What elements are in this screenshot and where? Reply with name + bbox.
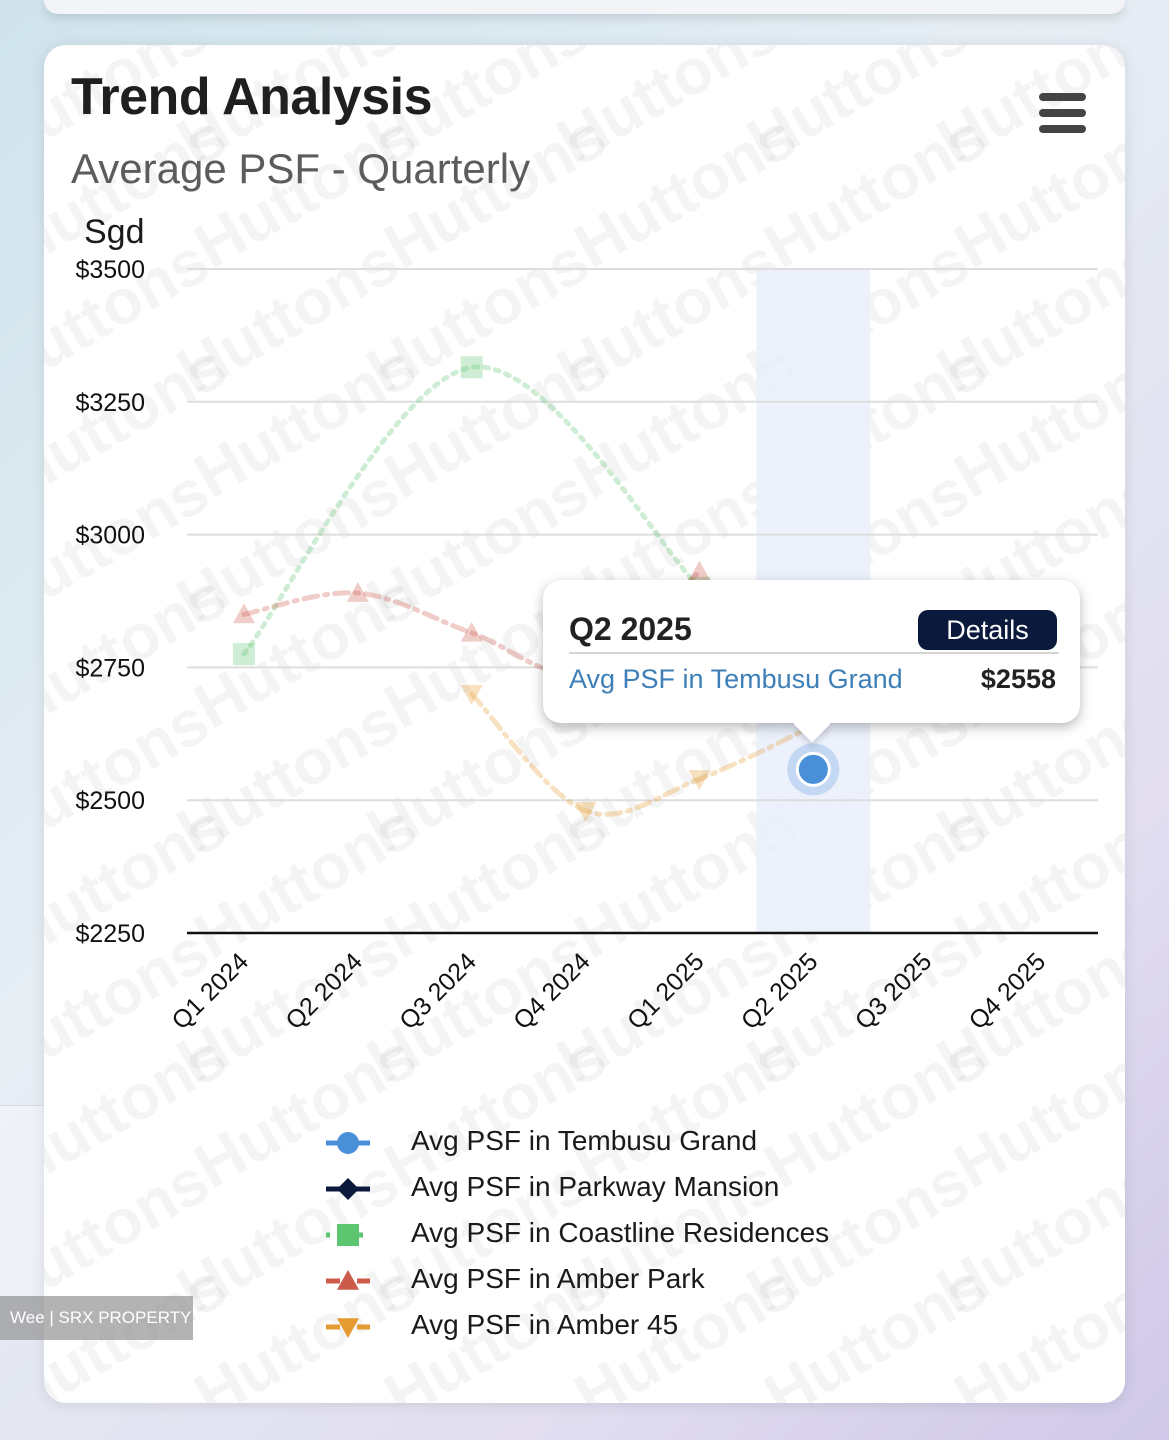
previous-card-edge — [44, 0, 1125, 14]
hamburger-menu-icon[interactable] — [1038, 93, 1088, 133]
legend-label: Avg PSF in Parkway Mansion — [411, 1171, 780, 1202]
details-button[interactable]: Details — [918, 610, 1057, 650]
data-point[interactable] — [460, 356, 483, 379]
svg-text:Huttons: Huttons — [942, 1249, 1125, 1403]
tooltip-series-label: Avg PSF in Tembusu Grand — [569, 664, 903, 694]
data-point[interactable] — [574, 802, 597, 822]
trend-analysis-card: Huttons Huttons Huttons Huttons Huttons Hutto… — [44, 45, 1125, 1403]
legend-marker-icon — [326, 1178, 370, 1200]
data-point[interactable] — [460, 685, 483, 705]
y-tick-label: $2750 — [75, 654, 145, 682]
data-point[interactable] — [795, 751, 831, 787]
agent-badge: Wee | SRX PROPERTY — [0, 1296, 193, 1340]
y-tick-label: $3250 — [75, 389, 145, 417]
legend-label: Avg PSF in Coastline Residences — [411, 1217, 830, 1248]
x-tick-label: Q2 2025 — [736, 948, 824, 1036]
legend-marker-icon — [326, 1318, 370, 1338]
x-tick-label: Q3 2024 — [394, 947, 482, 1035]
legend-marker-icon — [326, 1132, 370, 1154]
page-title: Trend Analysis — [71, 68, 433, 126]
x-tick-label: Q4 2025 — [964, 948, 1052, 1036]
x-tick-label: Q3 2025 — [850, 948, 938, 1036]
data-tooltip: Q2 2025 Details Avg PSF in Tembusu Grand… — [543, 580, 1080, 723]
data-point[interactable] — [232, 643, 255, 666]
y-axis-label: Sgd — [84, 213, 145, 251]
tooltip-period: Q2 2025 — [569, 611, 692, 647]
legend-label: Avg PSF in Amber Park — [411, 1263, 705, 1294]
tooltip-divider — [569, 652, 1059, 654]
x-tick-label: Q4 2024 — [508, 947, 596, 1035]
tooltip-value: $2558 — [980, 664, 1056, 694]
y-tick-label: $3000 — [75, 522, 145, 550]
legend-item[interactable]: Avg PSF in Coastline Residences — [324, 1215, 884, 1255]
legend-label: Avg PSF in Tembusu Grand — [411, 1125, 758, 1156]
legend-item[interactable]: Avg PSF in Amber 45 — [324, 1307, 884, 1347]
trend-line-chart: $2250 $2500 $2750 $3000 $3250 $3500 Sgd Q1 20… — [75, 213, 1098, 1036]
y-tick-label: $3500 — [75, 256, 145, 284]
data-point[interactable] — [688, 560, 711, 581]
legend-marker-icon — [326, 1270, 370, 1290]
data-point[interactable] — [232, 603, 255, 624]
x-tick-label: Q1 2025 — [622, 948, 710, 1036]
data-point[interactable] — [346, 582, 369, 602]
x-tick-label: Q1 2024 — [166, 947, 254, 1035]
legend-item[interactable]: Avg PSF in Parkway Mansion — [324, 1169, 884, 1209]
background-panel-edge — [0, 1105, 45, 1297]
chart-subtitle: Average PSF - Quarterly — [71, 145, 531, 192]
y-tick-label: $2500 — [75, 787, 145, 815]
data-point[interactable] — [460, 621, 483, 642]
series-line — [241, 364, 702, 657]
series-line — [469, 691, 816, 817]
y-tick-label: $2250 — [75, 920, 145, 948]
svg-text:Huttons: Huttons — [1115, 1144, 1125, 1327]
svg-text:Huttons: Huttons — [925, 1144, 1125, 1327]
legend-label: Avg PSF in Amber 45 — [411, 1309, 679, 1340]
legend-item[interactable]: Avg PSF in Tembusu Grand — [324, 1123, 884, 1163]
data-point[interactable] — [688, 770, 711, 790]
x-tick-label: Q2 2024 — [280, 947, 368, 1035]
legend-item[interactable]: Avg PSF in Amber Park — [324, 1261, 884, 1301]
legend-marker-icon — [326, 1224, 370, 1246]
